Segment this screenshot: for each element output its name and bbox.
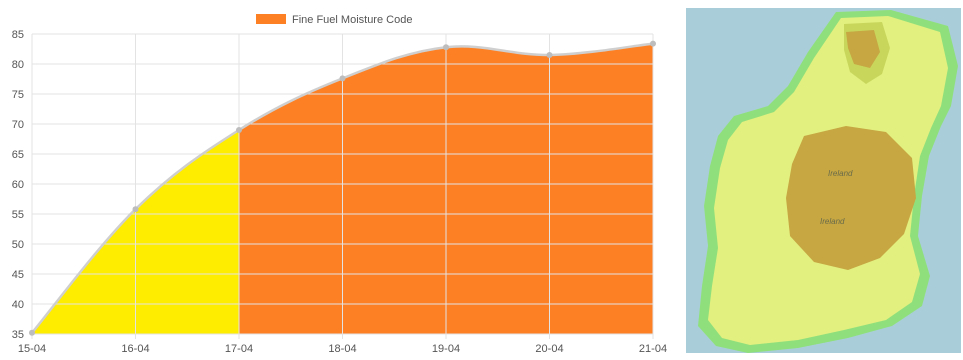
y-tick-label: 55 [12,209,24,221]
data-point-19-04[interactable] [443,44,449,51]
map-label-ireland-2: Ireland [820,217,845,226]
map-label-ireland-1: Ireland [828,169,853,178]
data-point-18-04[interactable] [339,75,346,82]
data-point-20-04[interactable] [546,52,553,58]
x-tick-label: 16-04 [121,343,149,355]
map-risk-zone-central [786,126,916,270]
x-tick-label: 15-04 [18,343,46,355]
y-tick-label: 85 [12,29,24,41]
data-point-17-04[interactable] [236,127,242,133]
y-tick-label: 75 [12,89,24,101]
x-tick-label: 19-04 [432,343,460,355]
x-tick-label: 21-04 [639,343,667,355]
map-svg: Ireland Ireland [686,8,961,353]
fire-risk-map[interactable]: Ireland Ireland [686,8,961,353]
y-tick-label: 45 [12,269,24,281]
data-point-16-04[interactable] [132,206,139,213]
data-point-21-04[interactable] [650,40,656,47]
y-tick-label: 40 [12,299,24,311]
y-tick-label: 70 [12,119,24,131]
map-risk-zone-north [846,30,880,68]
x-tick-label: 20-04 [535,343,563,355]
y-tick-label: 80 [12,59,24,71]
data-point-15-04[interactable] [29,329,35,336]
y-tick-label: 50 [12,239,24,251]
y-tick-label: 60 [12,179,24,191]
legend: Fine Fuel Moisture Code [256,14,412,26]
x-tick-label: 17-04 [225,343,253,355]
x-tick-label: 18-04 [328,343,356,355]
y-tick-label: 35 [12,329,24,341]
legend-label: Fine Fuel Moisture Code [292,14,412,26]
fire-index-chart: Fine Fuel Moisture Code 35 40 45 50 55 60 65 70… [12,14,667,355]
legend-swatch [256,14,286,24]
y-tick-label: 65 [12,149,24,161]
chart-svg: Fine Fuel Moisture Code 35 40 45 50 55 60 65 70… [12,14,667,355]
